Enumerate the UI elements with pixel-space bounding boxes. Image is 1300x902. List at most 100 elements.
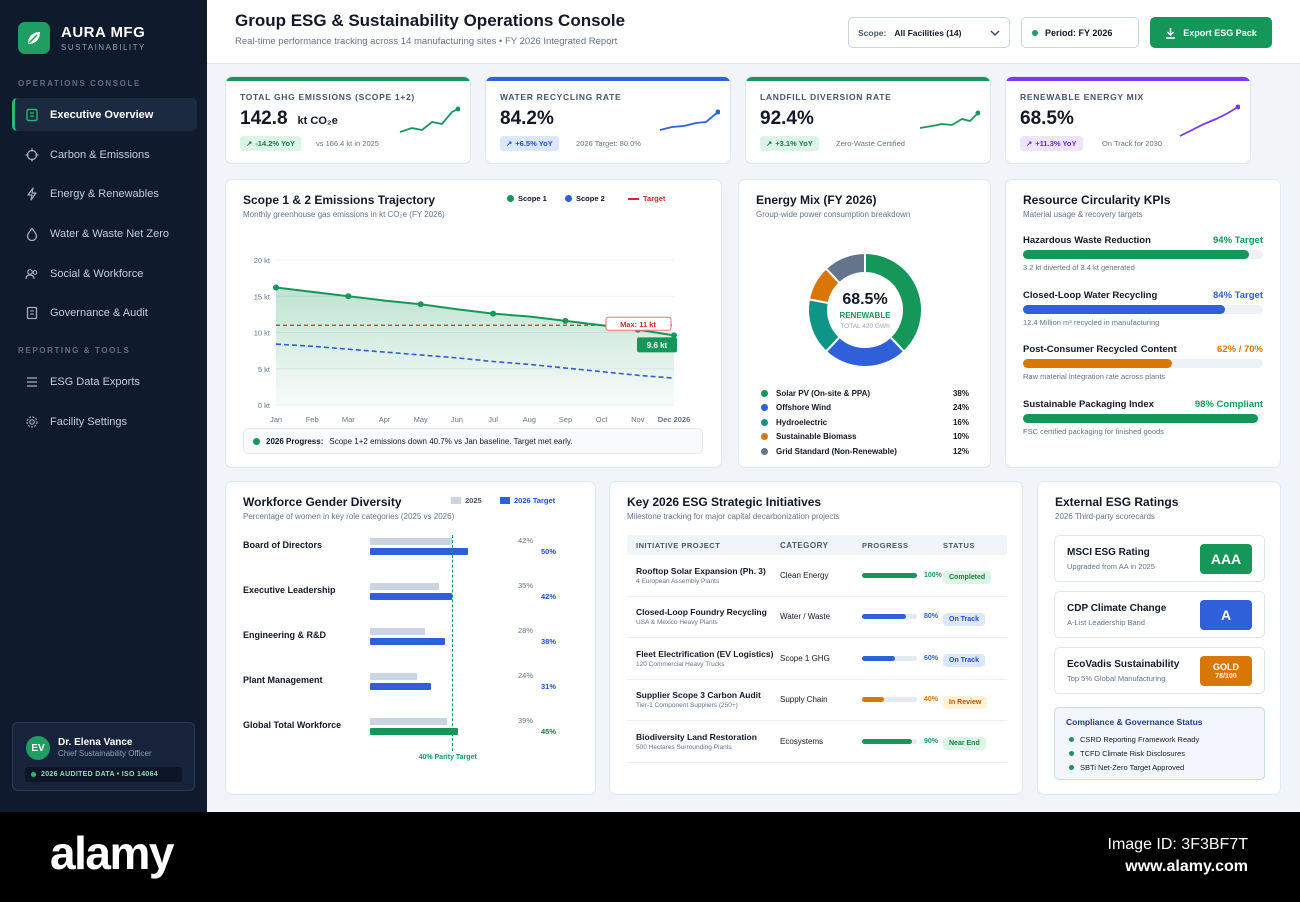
- progress-value: 80%: [924, 613, 939, 621]
- target-icon: [25, 148, 39, 161]
- audit-badge-text: 2026 AUDITED DATA • ISO 14064: [41, 771, 158, 778]
- sidebar-item-executive-overview[interactable]: Executive Overview: [12, 98, 197, 131]
- period-select[interactable]: Period: FY 2026: [1021, 17, 1139, 48]
- energy-source-name: Offshore Wind: [776, 403, 832, 413]
- kpi-note: 2026 Target: 80.0%: [576, 139, 641, 148]
- x-tick-label: Mar: [342, 415, 355, 424]
- kpi-card-renewable: RENEWABLE ENERGY MIX 68.5% ↗ +11.3% YoY O…: [1005, 76, 1251, 164]
- legend-swatch: [500, 497, 510, 504]
- value-2025: 39%: [518, 716, 534, 725]
- legend-dot: [761, 447, 768, 455]
- rating-item[interactable]: EcoVadis Sustainability Top 5% Global Man…: [1054, 647, 1265, 694]
- kpi-value: 92.4%: [760, 108, 814, 129]
- progress-track: [1023, 359, 1263, 368]
- user-profile-card[interactable]: EV Dr. Elena Vance Chief Sustainability …: [12, 722, 195, 791]
- progress-cell: 60%: [862, 655, 943, 662]
- progress-banner: 2026 Progress: Scope 1+2 emissions down …: [243, 428, 703, 454]
- status-badge: On Track: [943, 612, 985, 626]
- kpi-label: WATER RECYCLING RATE: [500, 92, 622, 102]
- sidebar-item-social-workforce[interactable]: Social & Workforce: [12, 257, 197, 290]
- compliance-item: CSRD Reporting Framework Ready: [1069, 735, 1199, 744]
- legend-dot: [507, 195, 514, 202]
- initiative-sub: USA & Mexico Heavy Plants: [636, 619, 718, 627]
- kpi-note: On Track for 2030: [1102, 139, 1163, 148]
- export-esg-pack-button[interactable]: Export ESG Pack: [1150, 17, 1272, 48]
- footer-logo: alamy: [50, 827, 174, 879]
- footer-image-id: Image ID: 3F3BF7T: [1107, 836, 1249, 853]
- rating-item[interactable]: MSCI ESG Rating Upgraded from AA in 2025 A…: [1054, 535, 1265, 582]
- value-2026: 50%: [541, 547, 557, 556]
- kpi-note: vs 166.4 kt in 2025: [316, 139, 379, 148]
- bolt-icon: [27, 186, 37, 201]
- legend-label: Target: [643, 194, 666, 203]
- energy-legend-item: Hydroelectric 16%: [761, 415, 969, 430]
- legend-dash: [628, 197, 639, 200]
- sidebar-item-carbon-emissions[interactable]: Carbon & Emissions: [12, 138, 197, 171]
- x-tick-label: Aug: [523, 415, 536, 424]
- status-cell: Near End: [943, 732, 1007, 751]
- kpi-sub: 3.2 kt diverted of 3.4 kt generated: [1023, 263, 1135, 272]
- table-row[interactable]: Fleet Electrification (EV Logistics) 120 …: [627, 638, 1007, 680]
- gear-icon: [26, 415, 38, 428]
- compliance-text: CSRD Reporting Framework Ready: [1080, 735, 1200, 744]
- col-header-category: CATEGORY: [780, 540, 829, 550]
- table-row[interactable]: Closed-Loop Foundry Recycling USA & Mexic…: [627, 597, 1007, 638]
- progress-value: 90%: [924, 737, 939, 745]
- value-2025: 24%: [518, 671, 534, 680]
- initiative-cell: Biodiversity Land Restoration 500 Hectare…: [627, 732, 780, 751]
- table-row[interactable]: Biodiversity Land Restoration 500 Hectare…: [627, 721, 1007, 763]
- kpi-delta: +11.3% YoY: [1035, 139, 1077, 148]
- energy-source-pct: 38%: [952, 388, 969, 398]
- check-dot-icon: [1069, 751, 1074, 756]
- card-subtitle: Monthly greenhouse gas emissions in kt C…: [243, 210, 445, 219]
- rating-score: 78/100: [1215, 673, 1237, 680]
- energy-source-name: Grid Standard (Non-Renewable): [776, 446, 897, 456]
- energy-legend: Solar PV (On-site & PPA) 38% Offshore Wind…: [761, 386, 969, 459]
- sidebar-item-water-waste[interactable]: Water & Waste Net Zero: [12, 217, 197, 250]
- table-row[interactable]: Rooftop Solar Expansion (Ph. 3) 4 Europea…: [627, 555, 1007, 597]
- legend-2026: 2026 Target: [500, 496, 555, 505]
- compliance-text: SBTi Net-Zero Target Approved: [1080, 763, 1185, 772]
- kpi-name: Hazardous Waste Reduction: [1023, 235, 1151, 246]
- legend-label: 2025: [465, 496, 482, 505]
- initiative-name: Supplier Scope 3 Carbon Audit: [636, 690, 761, 701]
- sidebar-item-energy-renewables[interactable]: Energy & Renewables: [12, 177, 197, 210]
- bar-2025: [370, 673, 418, 680]
- card-title: Scope 1 & 2 Emissions Trajectory: [243, 193, 436, 207]
- progress-fill: [862, 697, 884, 703]
- sidebar-item-label: Facility Settings: [50, 415, 128, 428]
- progress-cell: 90%: [862, 738, 943, 745]
- col-header-status: STATUS: [943, 540, 975, 550]
- energy-source-pct: 24%: [952, 403, 969, 413]
- rating-sub: Upgraded from AA in 2025: [1067, 562, 1155, 571]
- scope-select[interactable]: Scope: All Facilities (14): [848, 17, 1010, 48]
- kpi-value: 142.8 kt CO₂e: [240, 108, 338, 130]
- dashboard-icon: [26, 108, 38, 121]
- rating-badge: A: [1200, 600, 1252, 630]
- table-row[interactable]: Supplier Scope 3 Carbon Audit Tier-1 Comp…: [627, 680, 1007, 721]
- period-label: Period: FY 2026: [1045, 27, 1113, 38]
- emissions-line-chart: 0 kt 5 kt 10 kt 15 kt 20 kt Jan Feb Mar Apr May Ju…: [254, 256, 691, 424]
- rating-item[interactable]: CDP Climate Change A-List Leadership Band…: [1054, 591, 1265, 638]
- kpi-value: 84.2%: [500, 108, 554, 129]
- sidebar-item-facility-settings[interactable]: Facility Settings: [12, 405, 197, 438]
- arrow-up-icon: ↗: [766, 139, 773, 148]
- kpi-card-water: WATER RECYCLING RATE 84.2% ↗ +6.5% YoY 20…: [485, 76, 731, 164]
- parity-label: 40% Parity Target: [418, 754, 477, 761]
- stock-footer: [0, 812, 1300, 902]
- value-2025: 28%: [518, 626, 534, 635]
- card-title: Energy Mix (FY 2026): [756, 193, 877, 207]
- kpi-name: Post-Consumer Recycled Content: [1023, 344, 1177, 355]
- kpi-delta-badge: ↗ +11.3% YoY: [1020, 136, 1083, 151]
- bar-2026: [370, 593, 453, 600]
- legend-swatch: [451, 497, 461, 504]
- sidebar-item-esg-data-exports[interactable]: ESG Data Exports: [12, 365, 197, 398]
- scope1-point: [490, 310, 497, 317]
- status-badge: Completed: [943, 571, 992, 585]
- workforce-card: Workforce Gender Diversity Percentage of…: [225, 481, 596, 795]
- x-tick-label: Feb: [306, 415, 319, 424]
- legend-label: Scope 1: [518, 194, 547, 203]
- leaf-logo-icon: [18, 22, 50, 54]
- sidebar-item-label: Energy & Renewables: [50, 187, 159, 200]
- sidebar-item-governance-audit[interactable]: Governance & Audit: [12, 296, 197, 329]
